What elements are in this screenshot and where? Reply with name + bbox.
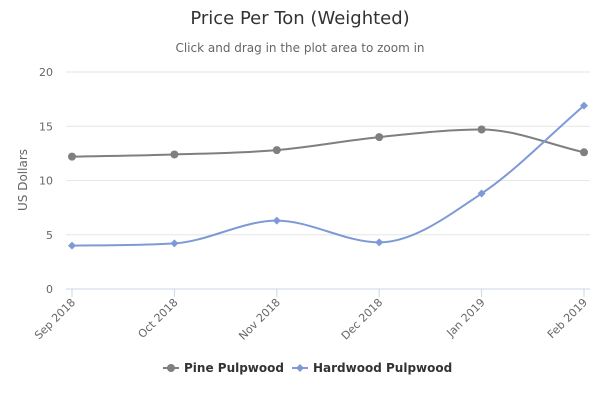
x-tick-label: Dec 2018 — [339, 296, 386, 343]
grid — [66, 71, 590, 236]
data-point[interactable] — [375, 133, 384, 142]
series-area[interactable] — [68, 101, 588, 250]
data-point[interactable] — [580, 101, 588, 110]
chart-title: Price Per Ton (Weighted) — [190, 8, 409, 29]
x-tick-label: Sep 2018 — [32, 296, 78, 342]
y-tick-label: 15 — [39, 120, 53, 133]
data-point[interactable] — [272, 146, 281, 155]
chart-subtitle: Click and drag in the plot area to zoom … — [175, 41, 424, 55]
data-point[interactable] — [477, 189, 486, 198]
legend-marker[interactable] — [167, 364, 175, 372]
data-point[interactable] — [68, 241, 76, 250]
series-0[interactable] — [68, 125, 588, 161]
x-tick-label: Nov 2018 — [236, 296, 283, 343]
y-tick-label: 0 — [46, 283, 53, 296]
data-point[interactable] — [580, 148, 588, 157]
axes: 0 5 10 15 20 Sep 2018 Oct 2018 Nov 2018 Dec 2018… — [32, 66, 590, 343]
series-line[interactable] — [71, 104, 585, 247]
data-point[interactable] — [68, 152, 76, 161]
series-line[interactable] — [71, 128, 585, 158]
legend[interactable]: Pine Pulpwood Hardwood Pulpwood — [163, 361, 452, 375]
data-point[interactable] — [477, 125, 486, 134]
data-point[interactable] — [170, 239, 179, 248]
x-tick-label: Oct 2018 — [136, 296, 181, 341]
y-tick-label: 5 — [46, 229, 53, 242]
y-tick-label: 10 — [39, 175, 53, 188]
data-point[interactable] — [375, 238, 384, 247]
x-tick-label: Jan 2019 — [444, 296, 488, 340]
legend-item[interactable]: Pine Pulpwood — [163, 361, 284, 375]
data-point[interactable] — [170, 150, 179, 159]
legend-label[interactable]: Hardwood Pulpwood — [313, 361, 452, 375]
y-tick-label: 20 — [39, 66, 53, 79]
x-tick-label: Feb 2019 — [545, 296, 590, 341]
legend-marker[interactable] — [296, 364, 304, 372]
legend-item[interactable]: Hardwood Pulpwood — [292, 361, 452, 375]
y-axis-label: US Dollars — [16, 149, 30, 211]
legend-label[interactable]: Pine Pulpwood — [184, 361, 284, 375]
data-point[interactable] — [272, 216, 281, 225]
series-1[interactable] — [68, 101, 588, 250]
